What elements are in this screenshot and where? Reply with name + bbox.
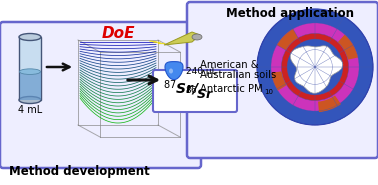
Ellipse shape — [20, 69, 40, 74]
Text: 240 μL: 240 μL — [186, 68, 217, 77]
Circle shape — [271, 23, 359, 111]
Ellipse shape — [19, 97, 41, 103]
Ellipse shape — [19, 33, 41, 41]
FancyBboxPatch shape — [187, 2, 378, 158]
Wedge shape — [338, 34, 358, 60]
Wedge shape — [318, 95, 341, 112]
Text: American &: American & — [200, 60, 259, 70]
Polygon shape — [165, 62, 183, 80]
Circle shape — [281, 33, 349, 101]
Text: Australian soils: Australian soils — [200, 70, 276, 80]
Text: $^{87}$Sr/: $^{87}$Sr/ — [163, 78, 201, 98]
Ellipse shape — [169, 68, 173, 73]
Text: Antarctic PM: Antarctic PM — [200, 84, 263, 94]
Circle shape — [287, 39, 343, 95]
Polygon shape — [164, 32, 200, 45]
Wedge shape — [277, 29, 298, 50]
Text: 10: 10 — [264, 89, 273, 95]
FancyBboxPatch shape — [0, 22, 201, 168]
Wedge shape — [271, 71, 287, 91]
Circle shape — [257, 9, 373, 125]
Text: $^{86}$Sr: $^{86}$Sr — [185, 86, 214, 102]
Text: Method application: Method application — [226, 6, 354, 19]
Polygon shape — [290, 46, 343, 93]
Polygon shape — [19, 37, 41, 100]
Text: Method development: Method development — [9, 164, 150, 177]
Text: 4 mL: 4 mL — [18, 105, 42, 115]
Ellipse shape — [192, 34, 202, 40]
FancyBboxPatch shape — [153, 70, 237, 112]
Polygon shape — [20, 72, 40, 100]
Text: DoE: DoE — [101, 26, 135, 41]
